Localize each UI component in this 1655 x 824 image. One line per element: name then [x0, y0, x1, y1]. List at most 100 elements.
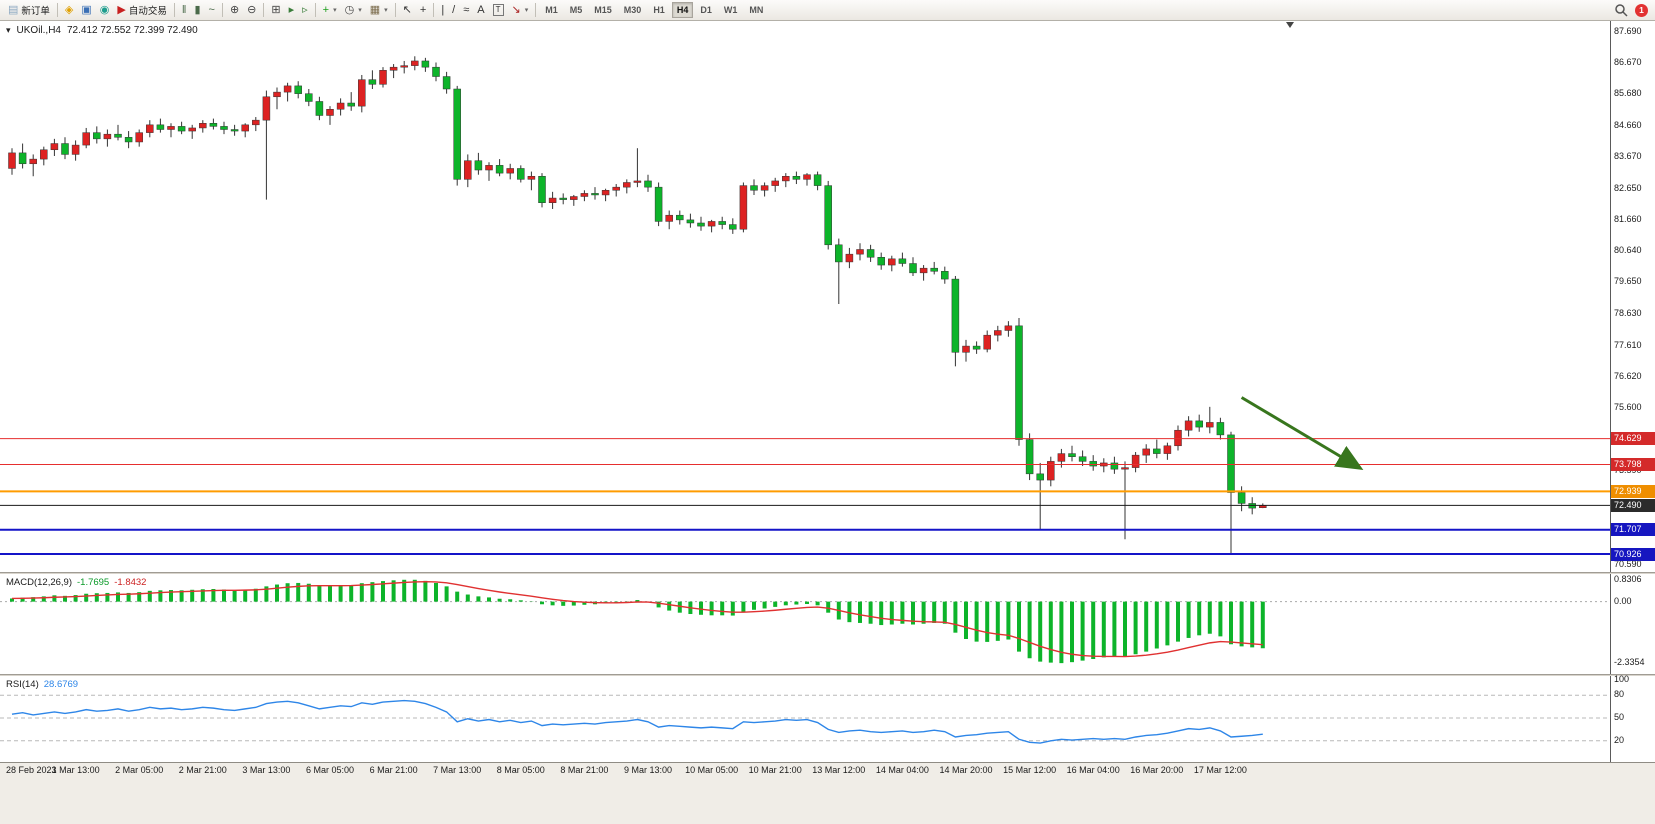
rsi-scale-label: 100 [1614, 674, 1630, 684]
price-scale-label: 84.660 [1614, 120, 1642, 131]
price-scale-label: 78.630 [1614, 307, 1642, 318]
zoom-in-icon[interactable]: ⊕ [226, 2, 243, 19]
new-order-button[interactable]: ▤ 新订单 [4, 2, 54, 19]
crosshair-icon[interactable]: + [416, 2, 430, 19]
price-scale-label: 77.610 [1614, 339, 1642, 350]
autotrading-button-icon: ▶ [117, 3, 126, 16]
price-scale-label: 85.680 [1614, 88, 1642, 99]
timeframe-d1-button[interactable]: D1 [695, 2, 717, 18]
candlestick-chart-icon[interactable]: ▮ [190, 2, 204, 19]
macd-scale-label: 0.8306 [1614, 573, 1642, 584]
rsi-name: RSI(14) [6, 679, 39, 690]
one-click-trading-toggle[interactable]: ▾ [6, 25, 11, 35]
cursor-icon: ↖ [402, 3, 412, 16]
fibonacci-icon[interactable]: ≈ [459, 2, 473, 19]
signals-icon[interactable]: ◉ [96, 2, 114, 19]
timeframe-m30-button[interactable]: M30 [619, 2, 647, 18]
market-watch-icon[interactable]: ◈ [61, 2, 77, 19]
time-axis-label: 28 Feb 2023 [6, 765, 57, 775]
time-axis-strip [0, 762, 1655, 824]
toolbar-separator [314, 3, 316, 17]
line-chart-icon[interactable]: ~ [205, 2, 219, 19]
timeframe-h4-button[interactable]: H4 [671, 2, 694, 18]
zoom-in-icon: ⊕ [229, 3, 240, 16]
bar-chart-icon[interactable]: ‖ [178, 2, 191, 19]
auto-scroll-icon: ▸ [288, 3, 295, 16]
chart-quote-header: ▾ UKOil.,H4 72.412 72.552 72.399 72.490 [6, 25, 198, 36]
label-icon[interactable]: T [489, 2, 508, 19]
templates-dropdown[interactable]: ▦ ▾ [366, 2, 392, 19]
price-line-tag: 73.798 [1611, 458, 1655, 472]
search-icon[interactable] [1614, 3, 1628, 17]
add-indicator-dropdown[interactable]: + ▾ [319, 2, 341, 19]
price-line-tag: 74.629 [1611, 432, 1655, 446]
caret-down-icon: ▾ [333, 7, 337, 14]
rsi-indicator-label: RSI(14) 28.6769 [6, 679, 78, 690]
toolbar-separator [535, 3, 537, 17]
time-axis-label: 17 Mar 12:00 [1193, 765, 1247, 775]
toolbar-separator [221, 3, 223, 17]
zoom-out-icon[interactable]: ⊖ [243, 2, 260, 19]
arrows-dropdown[interactable]: ↘ ▾ [508, 2, 533, 19]
auto-scroll-icon[interactable]: ▸ [285, 2, 299, 19]
zoom-out-icon: ⊖ [247, 3, 257, 16]
new-order-button-label: 新订单 [21, 6, 50, 17]
vertical-line-icon: | [441, 3, 445, 16]
time-axis-label: 8 Mar 21:00 [560, 765, 609, 775]
time-axis-label: 16 Mar 04:00 [1066, 765, 1120, 775]
tile-windows-icon[interactable]: ⊞ [267, 2, 284, 19]
bar-chart-icon: ‖ [181, 3, 187, 16]
price-scale-label: 79.650 [1614, 276, 1642, 287]
rsi-panel-splitter[interactable] [0, 674, 1655, 676]
timeframe-m5-button[interactable]: M5 [565, 2, 588, 18]
vertical-line-icon[interactable]: | [437, 2, 448, 19]
metaeditor-icon[interactable]: ▣ [77, 2, 95, 19]
signals-icon: ◉ [99, 3, 110, 16]
periods-dropdown-icon: ◷ [344, 3, 355, 16]
macd-panel-splitter[interactable] [0, 572, 1655, 574]
price-scale-label: 80.640 [1614, 245, 1642, 256]
macd-main-value: -1.7695 [77, 577, 110, 588]
trendline-icon[interactable]: / [448, 2, 459, 19]
chart-shift-marker[interactable] [1286, 22, 1294, 28]
text-icon: A [477, 3, 485, 16]
timeframe-m1-button[interactable]: M1 [540, 2, 563, 18]
notification-badge[interactable]: 1 [1635, 3, 1648, 17]
autotrading-button[interactable]: ▶ 自动交易 [113, 2, 170, 19]
price-scale-label: 83.670 [1614, 150, 1642, 161]
price-scale-label: 82.650 [1614, 182, 1642, 193]
chart-shift-icon: ▹ [302, 3, 308, 16]
toolbar: ▤ 新订单 ◈ ▣ ◉ ▶ 自动交易 ‖ ▮ ~ ⊕ ⊖ ⊞ ▸ ▹ + ▾ ◷ ▾ ▦ ▾ ↖ + | / ≈ A T ↘ ▾ M1 M5… [0, 0, 1655, 21]
timeframe-m15-button[interactable]: M15 [589, 2, 617, 18]
time-axis-label: 7 Mar 13:00 [433, 765, 482, 775]
time-axis-label: 10 Mar 21:00 [748, 765, 802, 775]
price-line-tag: 72.939 [1611, 484, 1655, 498]
macd-name: MACD(12,26,9) [6, 577, 72, 588]
chart-shift-icon[interactable]: ▹ [298, 2, 312, 19]
toolbar-separator [394, 3, 396, 17]
periods-dropdown[interactable]: ◷ ▾ [341, 2, 366, 19]
time-axis-label: 2 Mar 21:00 [178, 765, 227, 775]
time-axis-label: 10 Mar 05:00 [685, 765, 739, 775]
timeframe-mn-button[interactable]: MN [744, 2, 768, 18]
time-axis-label: 1 Mar 13:00 [51, 765, 100, 775]
time-axis-label: 9 Mar 13:00 [623, 765, 673, 775]
macd-signal-value: -1.8432 [114, 577, 147, 588]
toolbar-separator [263, 3, 265, 17]
price-line-tag: 71.707 [1611, 523, 1655, 537]
timeframe-h1-button[interactable]: H1 [648, 2, 670, 18]
text-icon[interactable]: A [473, 2, 488, 19]
arrows-dropdown-icon: ↘ [511, 3, 521, 16]
caret-down-icon: ▾ [384, 7, 388, 14]
cursor-icon[interactable]: ↖ [399, 2, 416, 19]
toolbar-button-groups: ▤ 新订单 ◈ ▣ ◉ ▶ 自动交易 ‖ ▮ ~ ⊕ ⊖ ⊞ ▸ ▹ + ▾ ◷ ▾ ▦ ▾ ↖ + | / ≈ A T ↘ ▾ [4, 2, 532, 19]
label-icon: T [492, 4, 504, 16]
timeframe-w1-button[interactable]: W1 [719, 2, 743, 18]
trendline-icon: / [452, 3, 456, 16]
price-line-tag: 72.490 [1611, 498, 1655, 512]
rsi-scale-label: 80 [1614, 689, 1625, 700]
time-axis-label: 15 Mar 12:00 [1003, 765, 1057, 775]
time-axis-label: 2 Mar 05:00 [115, 765, 164, 775]
